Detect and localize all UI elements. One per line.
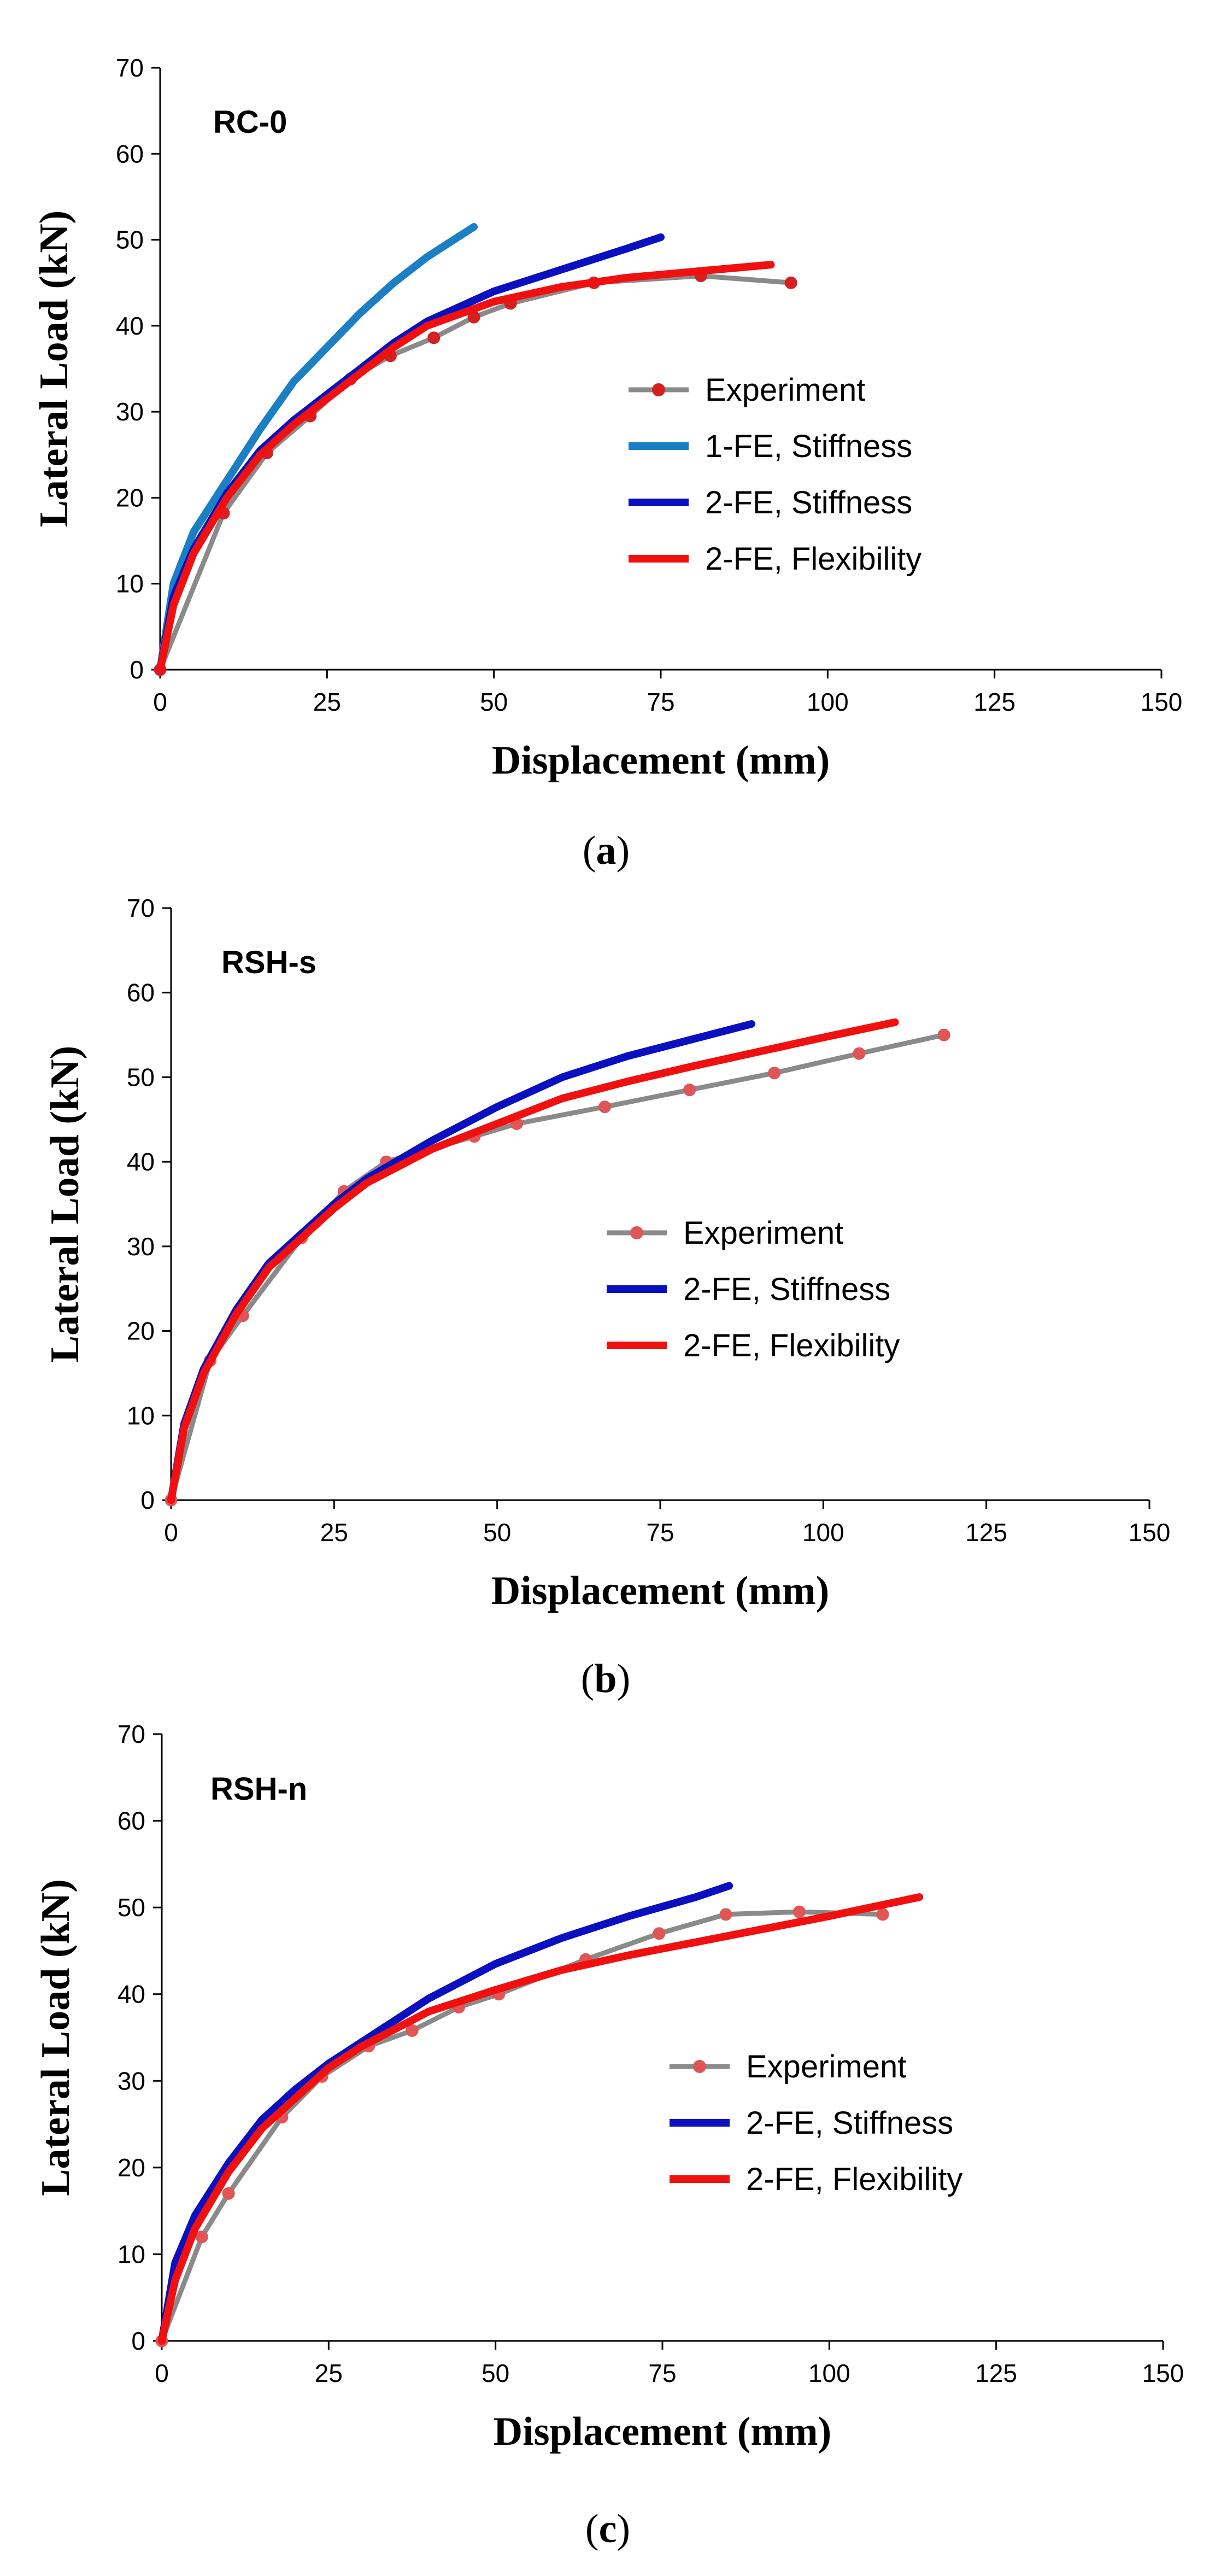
experiment-point [719, 1908, 732, 1921]
y-tick-label: 10 [118, 2240, 145, 2268]
y-tick-label: 50 [127, 1063, 155, 1091]
legend-label: 2-FE, Stiffness [746, 2105, 953, 2141]
series-line-fe2s [156, 233, 665, 674]
y-tick-label: 30 [127, 1232, 155, 1261]
experiment-point [937, 1028, 950, 1041]
y-tick-label: 20 [116, 483, 144, 512]
chart-panel-rsh-s: 0 10 20 30 40 50 60 70 0 25 50 75 100 125 150 Displacem… [43, 894, 1170, 1701]
series-line-experiment [157, 273, 794, 672]
x-tick-label: 150 [1129, 1518, 1171, 1547]
y-tick-label: 40 [116, 312, 144, 340]
experiment-point [876, 1908, 889, 1921]
y-tick-label: 40 [127, 1148, 155, 1176]
legend-label: 2-FE, Flexibility [746, 2162, 962, 2197]
x-axis-title: Displacement (mm) [491, 1568, 830, 1613]
legend-label: 1-FE, Stiffness [705, 429, 912, 464]
legend-label: 2-FE, Stiffness [705, 485, 912, 520]
panel-title: RSH-s [221, 945, 316, 980]
chart-panel-rsh-n: 0 10 20 30 40 50 60 70 0 25 50 75 100 125 150 Displacem… [33, 1720, 1184, 2551]
legend-marker [693, 2060, 706, 2073]
y-tick-label: 60 [127, 979, 155, 1007]
y-tick-label: 70 [116, 54, 144, 82]
x-tick-label: 125 [965, 1518, 1007, 1547]
x-tick-label: 50 [482, 2359, 509, 2387]
y-tick-label: 40 [118, 1980, 145, 2009]
chart-panel-rc-0: 0 10 20 30 40 50 60 70 0 25 50 75 100 125 150 Displacem… [32, 54, 1182, 873]
legend-marker [630, 1226, 643, 1239]
legend-marker [652, 383, 665, 396]
series-line-fe1s [156, 223, 478, 674]
x-tick-label: 25 [320, 1518, 348, 1547]
y-tick-label: 70 [127, 894, 155, 922]
legend-label: 2-FE, Flexibility [683, 1328, 900, 1363]
series-line-fe2f [156, 261, 775, 674]
y-tick-label: 20 [118, 2153, 145, 2182]
y-tick-label: 70 [118, 1720, 145, 1748]
x-tick-label: 50 [483, 1518, 511, 1547]
experiment-point [784, 276, 797, 289]
experiment-point [792, 1905, 806, 1918]
y-tick-label: 20 [127, 1317, 155, 1345]
legend-label: Experiment [705, 372, 865, 408]
x-tick-label: 75 [648, 2359, 676, 2387]
x-tick-label: 125 [973, 688, 1015, 716]
y-tick-label: 30 [118, 2066, 145, 2095]
experiment-point [406, 2024, 419, 2037]
x-tick-label: 150 [1141, 688, 1183, 716]
y-tick-label: 0 [131, 2327, 145, 2355]
legend-label: Experiment [683, 1215, 843, 1251]
legend-label: 2-FE, Flexibility [705, 541, 921, 577]
y-axis-title: Lateral Load (kN) [43, 1046, 87, 1363]
series-line-fe2f [158, 1893, 924, 2345]
series-line-fe2f [167, 1018, 899, 1504]
y-tick-label: 60 [118, 1807, 145, 1835]
series-line-experiment [159, 1909, 885, 2344]
x-tick-label: 100 [802, 1518, 844, 1547]
x-tick-label: 100 [807, 688, 849, 716]
panel-title: RC-0 [213, 104, 287, 140]
x-tick-label: 0 [164, 1518, 178, 1547]
experiment-point [598, 1100, 612, 1114]
x-tick-label: 150 [1142, 2359, 1184, 2387]
legend-label: Experiment [746, 2049, 906, 2085]
experiment-point [195, 2230, 208, 2244]
y-tick-label: 60 [116, 139, 144, 168]
experiment-point [853, 1047, 866, 1060]
x-tick-label: 100 [808, 2359, 850, 2387]
x-tick-label: 75 [647, 688, 674, 716]
y-tick-label: 50 [116, 226, 144, 254]
experiment-point [222, 2187, 235, 2200]
y-tick-label: 10 [127, 1401, 155, 1430]
y-tick-label: 0 [130, 655, 144, 684]
x-tick-label: 25 [315, 2359, 343, 2387]
y-tick-label: 0 [140, 1486, 155, 1514]
x-tick-label: 25 [313, 688, 341, 716]
x-axis-title: Displacement (mm) [494, 2409, 832, 2454]
x-tick-label: 0 [153, 688, 167, 716]
panel-caption: (c) [585, 2507, 630, 2551]
experiment-point [427, 331, 441, 344]
y-tick-label: 30 [116, 397, 144, 426]
panel-title: RSH-n [210, 1771, 307, 1807]
y-axis-title: Lateral Load (kN) [32, 210, 77, 528]
y-tick-label: 10 [116, 570, 144, 598]
x-axis-title: Displacement (mm) [492, 738, 830, 783]
y-axis-title: Lateral Load (kN) [33, 1879, 78, 2196]
panel-caption: (b) [581, 1656, 630, 1701]
experiment-point [653, 1927, 666, 1940]
x-tick-label: 50 [480, 688, 508, 716]
experiment-point [683, 1084, 696, 1097]
legend-label: 2-FE, Stiffness [683, 1272, 890, 1307]
experiment-point [768, 1067, 781, 1080]
x-tick-label: 75 [646, 1518, 674, 1547]
panel-caption: (a) [583, 828, 630, 873]
series-line-experiment [168, 1032, 947, 1503]
y-tick-label: 50 [118, 1893, 145, 1922]
x-tick-label: 0 [155, 2359, 169, 2387]
x-tick-label: 125 [975, 2359, 1017, 2387]
